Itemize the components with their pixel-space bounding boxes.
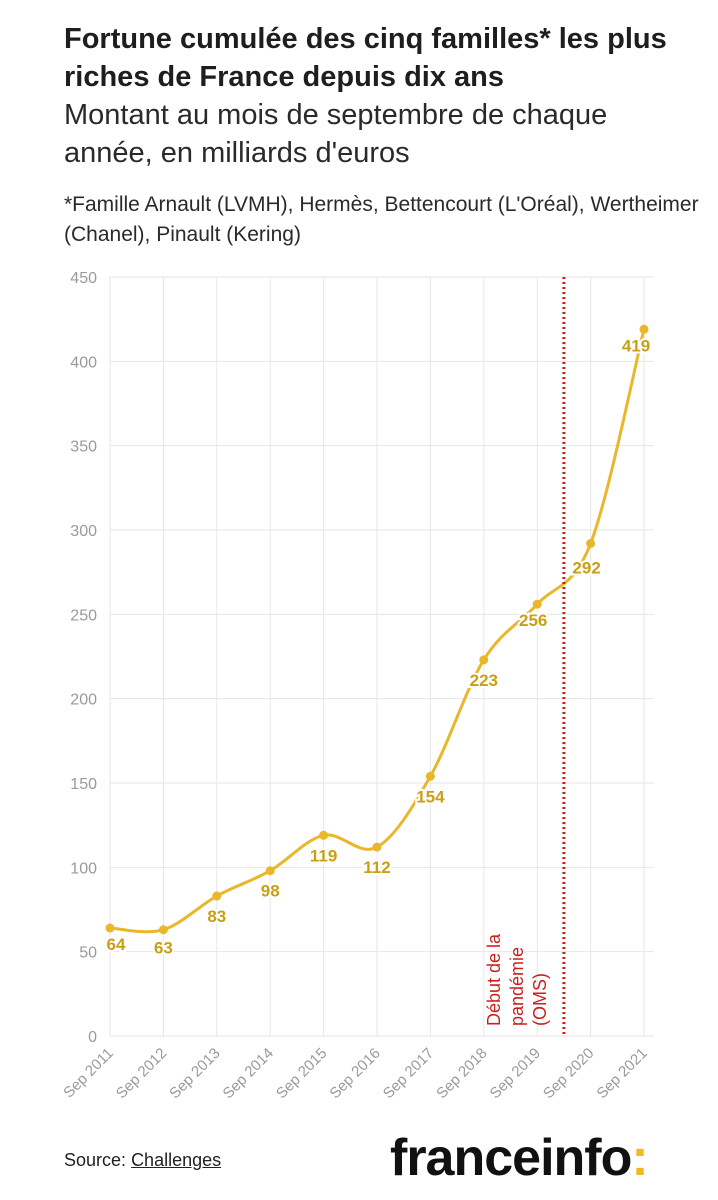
- data-point: [425, 771, 435, 781]
- y-tick-label: 100: [70, 860, 97, 877]
- x-tick-label: Sep 2020: [540, 1045, 597, 1102]
- data-label: 223: [470, 671, 498, 690]
- source-label: Source:: [64, 1150, 127, 1170]
- data-point: [639, 324, 649, 334]
- data-label: 83: [207, 907, 226, 926]
- x-tick-label: Sep 2018: [433, 1045, 490, 1102]
- brand-name: franceinfo: [390, 1129, 632, 1187]
- data-label: 64: [107, 935, 126, 954]
- data-label: 98: [261, 882, 280, 901]
- y-tick-label: 350: [70, 439, 97, 456]
- data-point: [265, 866, 275, 876]
- data-point: [372, 842, 382, 852]
- data-label: 256: [519, 611, 547, 630]
- chart-footnote: *Famille Arnault (LVMH), Hermès, Bettenc…: [64, 193, 699, 246]
- data-point: [158, 925, 168, 935]
- data-point: [105, 923, 115, 933]
- data-label: 292: [572, 558, 600, 577]
- data-point: [212, 891, 222, 901]
- pandemic-annotation-line: (OMS): [530, 973, 550, 1026]
- data-point: [532, 599, 542, 609]
- x-tick-label: Sep 2013: [166, 1045, 223, 1102]
- y-tick-label: 200: [70, 692, 97, 709]
- x-tick-label: Sep 2019: [487, 1045, 544, 1102]
- franceinfo-logo: franceinfo:: [390, 1128, 649, 1188]
- data-label: 63: [154, 939, 173, 958]
- x-tick-label: Sep 2021: [593, 1045, 650, 1102]
- data-label: 154: [416, 787, 445, 806]
- data-label: 112: [363, 858, 390, 877]
- pandemic-annotation-line: Début de la: [484, 933, 504, 1026]
- x-tick-label: Sep 2014: [220, 1045, 277, 1102]
- data-point: [479, 655, 489, 665]
- y-tick-label: 50: [79, 945, 97, 962]
- data-point: [319, 830, 329, 840]
- x-tick-label: Sep 2017: [380, 1045, 437, 1102]
- source-line: Source: Challenges: [64, 1150, 221, 1171]
- data-label: 419: [622, 336, 650, 355]
- chart-subtitle: Montant au mois de septembre de chaque a…: [64, 99, 608, 169]
- y-tick-label: 150: [70, 776, 97, 793]
- source-link[interactable]: Challenges: [131, 1150, 222, 1170]
- x-tick-label: Sep 2011: [60, 1045, 117, 1102]
- y-tick-label: 400: [70, 354, 97, 371]
- y-tick-label: 250: [70, 607, 97, 624]
- pandemic-annotation-line: pandémie: [507, 947, 527, 1026]
- y-tick-label: 300: [70, 523, 97, 540]
- x-tick-label: Sep 2012: [113, 1045, 170, 1102]
- x-tick-label: Sep 2016: [326, 1045, 383, 1102]
- y-tick-label: 0: [88, 1029, 97, 1046]
- x-tick-label: Sep 2015: [273, 1045, 330, 1102]
- data-label: 119: [310, 846, 337, 865]
- chart-title: Fortune cumulée des cinq familles* les p…: [64, 23, 667, 93]
- brand-colon: :: [631, 1129, 648, 1187]
- data-point: [586, 538, 596, 548]
- y-tick-label: 450: [70, 270, 97, 287]
